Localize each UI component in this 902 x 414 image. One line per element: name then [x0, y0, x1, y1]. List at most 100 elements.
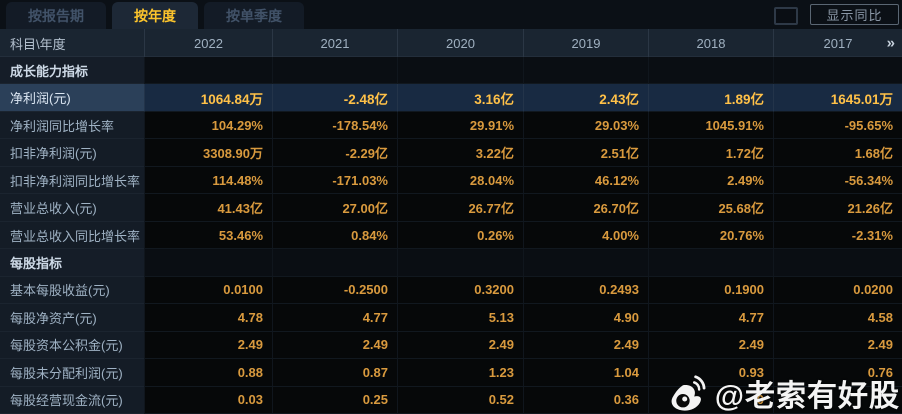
- value-cell: -2.48亿: [272, 84, 397, 112]
- row-label: 成长能力指标: [0, 57, 144, 85]
- value-cell: 4.58: [773, 304, 902, 332]
- value-cell: 0.03: [144, 386, 272, 414]
- table-row[interactable]: 每股资本公积金(元) 2.49 2.49 2.49 2.49 2.49 2.49: [0, 331, 902, 360]
- row-label: 每股经营现金流(元): [0, 386, 144, 414]
- value-cell: 20.76%: [648, 221, 773, 250]
- value-cell: -56.34%: [773, 166, 902, 195]
- value-cell: [648, 249, 773, 277]
- section-row: 成长能力指标: [0, 57, 902, 85]
- value-cell: 29.91%: [397, 111, 523, 140]
- value-cell: 21.26亿: [773, 194, 902, 222]
- tab-by-report-period[interactable]: 按报告期: [6, 2, 106, 29]
- row-label: 每股资本公积金(元): [0, 331, 144, 360]
- row-label: 扣非净利润(元): [0, 139, 144, 167]
- value-cell: 53.46%: [144, 221, 272, 250]
- value-cell: 4.78: [144, 304, 272, 332]
- value-cell: [397, 57, 523, 85]
- table-row[interactable]: 每股净资产(元) 4.78 4.77 5.13 4.90 4.77 4.58: [0, 304, 902, 332]
- row-label: 营业总收入同比增长率: [0, 221, 144, 250]
- value-cell: 2.49%: [648, 166, 773, 195]
- value-cell: 27.00亿: [272, 194, 397, 222]
- value-cell: [144, 249, 272, 277]
- table-row[interactable]: 扣非净利润同比增长率 114.48% -171.03% 28.04% 46.12% 2.4…: [0, 166, 902, 195]
- show-yoy-label[interactable]: 显示同比: [810, 4, 899, 25]
- value-cell: 0.84%: [272, 221, 397, 250]
- value-cell: -178.54%: [272, 111, 397, 140]
- row-label: 每股指标: [0, 249, 144, 277]
- period-tabbar: 按报告期 按年度 按单季度 显示同比: [0, 0, 902, 29]
- table-row[interactable]: 营业总收入同比增长率 53.46% 0.84% 0.26% 4.00% 20.76% -2.…: [0, 221, 902, 250]
- value-cell: [523, 57, 648, 85]
- year-header-2020: 2020: [397, 29, 523, 57]
- table-row[interactable]: 净利润同比增长率 104.29% -178.54% 29.91% 29.03% 1045.…: [0, 111, 902, 140]
- table-row[interactable]: 净利润(元) 1064.84万 -2.48亿 3.16亿 2.43亿 1.89亿 1645.…: [0, 84, 902, 112]
- value-cell: -2.29亿: [272, 139, 397, 167]
- value-cell: [397, 249, 523, 277]
- value-cell: 3.22亿: [397, 139, 523, 167]
- value-cell: 0.88: [144, 359, 272, 387]
- year-header-label: 2022: [194, 35, 223, 51]
- value-cell: -171.03%: [272, 166, 397, 195]
- value-cell: 3308.90万: [144, 139, 272, 167]
- tab-by-single-quarter[interactable]: 按单季度: [204, 2, 304, 29]
- year-header-2017: 2017 »: [773, 29, 902, 57]
- value-cell: 0: [648, 386, 773, 414]
- table-header-row: 科目\年度 2022 2021 2020 2019 2018 2017 »: [0, 29, 902, 57]
- value-cell: -95.65%: [773, 111, 902, 140]
- row-label: 扣非净利润同比增长率: [0, 166, 144, 195]
- value-cell: 0.93: [648, 359, 773, 387]
- year-header-2019: 2019: [523, 29, 648, 57]
- value-cell: [272, 249, 397, 277]
- value-cell: 1.23: [397, 359, 523, 387]
- value-cell: 0.25: [272, 386, 397, 414]
- table-row[interactable]: 营业总收入(元) 41.43亿 27.00亿 26.77亿 26.70亿 25.68亿 21…: [0, 194, 902, 222]
- value-cell: 46.12%: [523, 166, 648, 195]
- row-label: 基本每股收益(元): [0, 276, 144, 305]
- value-cell: 0.87: [272, 359, 397, 387]
- value-cell: [272, 57, 397, 85]
- value-cell: 0.52: [397, 386, 523, 414]
- value-cell: 0.26%: [397, 221, 523, 250]
- show-yoy-checkbox[interactable]: [774, 7, 798, 25]
- value-cell: [773, 57, 902, 85]
- value-cell: 104.29%: [144, 111, 272, 140]
- value-cell: 1.89亿: [648, 84, 773, 112]
- value-cell: 2.49: [773, 331, 902, 360]
- value-cell: 1.04: [523, 359, 648, 387]
- value-cell: 4.77: [648, 304, 773, 332]
- value-cell: [144, 57, 272, 85]
- row-label: 每股未分配利润(元): [0, 359, 144, 387]
- value-cell: 5.13: [397, 304, 523, 332]
- table-row[interactable]: 扣非净利润(元) 3308.90万 -2.29亿 3.22亿 2.51亿 1.72亿 1.6…: [0, 139, 902, 167]
- value-cell: 114.48%: [144, 166, 272, 195]
- more-columns-icon[interactable]: »: [886, 34, 895, 52]
- value-cell: 3.16亿: [397, 84, 523, 112]
- table-row[interactable]: 每股未分配利润(元) 0.88 0.87 1.23 1.04 0.93 0.76: [0, 359, 902, 387]
- value-cell: 28.04%: [397, 166, 523, 195]
- value-cell: -2.31%: [773, 221, 902, 250]
- table-row[interactable]: 每股经营现金流(元) 0.03 0.25 0.52 0.36 0: [0, 386, 902, 414]
- value-cell: 4.00%: [523, 221, 648, 250]
- year-header-2021: 2021: [272, 29, 397, 57]
- corner-header-cell: 科目\年度: [10, 36, 66, 52]
- value-cell: 25.68亿: [648, 194, 773, 222]
- value-cell: 2.49: [144, 331, 272, 360]
- table-row[interactable]: 基本每股收益(元) 0.0100 -0.2500 0.3200 0.2493 0.1900…: [0, 276, 902, 305]
- value-cell: 0.2493: [523, 276, 648, 305]
- year-header-2022: 2022: [144, 29, 272, 57]
- value-cell: [773, 249, 902, 277]
- value-cell: 0.36: [523, 386, 648, 414]
- value-cell: 1064.84万: [144, 84, 272, 112]
- table-body: 成长能力指标 净利润(元) 1064.84万 -2.48亿 3.16亿 2.43亿 1.89…: [0, 57, 902, 414]
- year-header-2018: 2018: [648, 29, 773, 57]
- value-cell: -0.2500: [272, 276, 397, 305]
- tab-by-year[interactable]: 按年度: [112, 2, 198, 29]
- year-header-label: 2017: [823, 35, 853, 51]
- value-cell: 0.0200: [773, 276, 902, 305]
- value-cell: 2.49: [272, 331, 397, 360]
- value-cell: [648, 57, 773, 85]
- value-cell: 1.68亿: [773, 139, 902, 167]
- year-header-label: 2018: [696, 35, 726, 51]
- value-cell: 29.03%: [523, 111, 648, 140]
